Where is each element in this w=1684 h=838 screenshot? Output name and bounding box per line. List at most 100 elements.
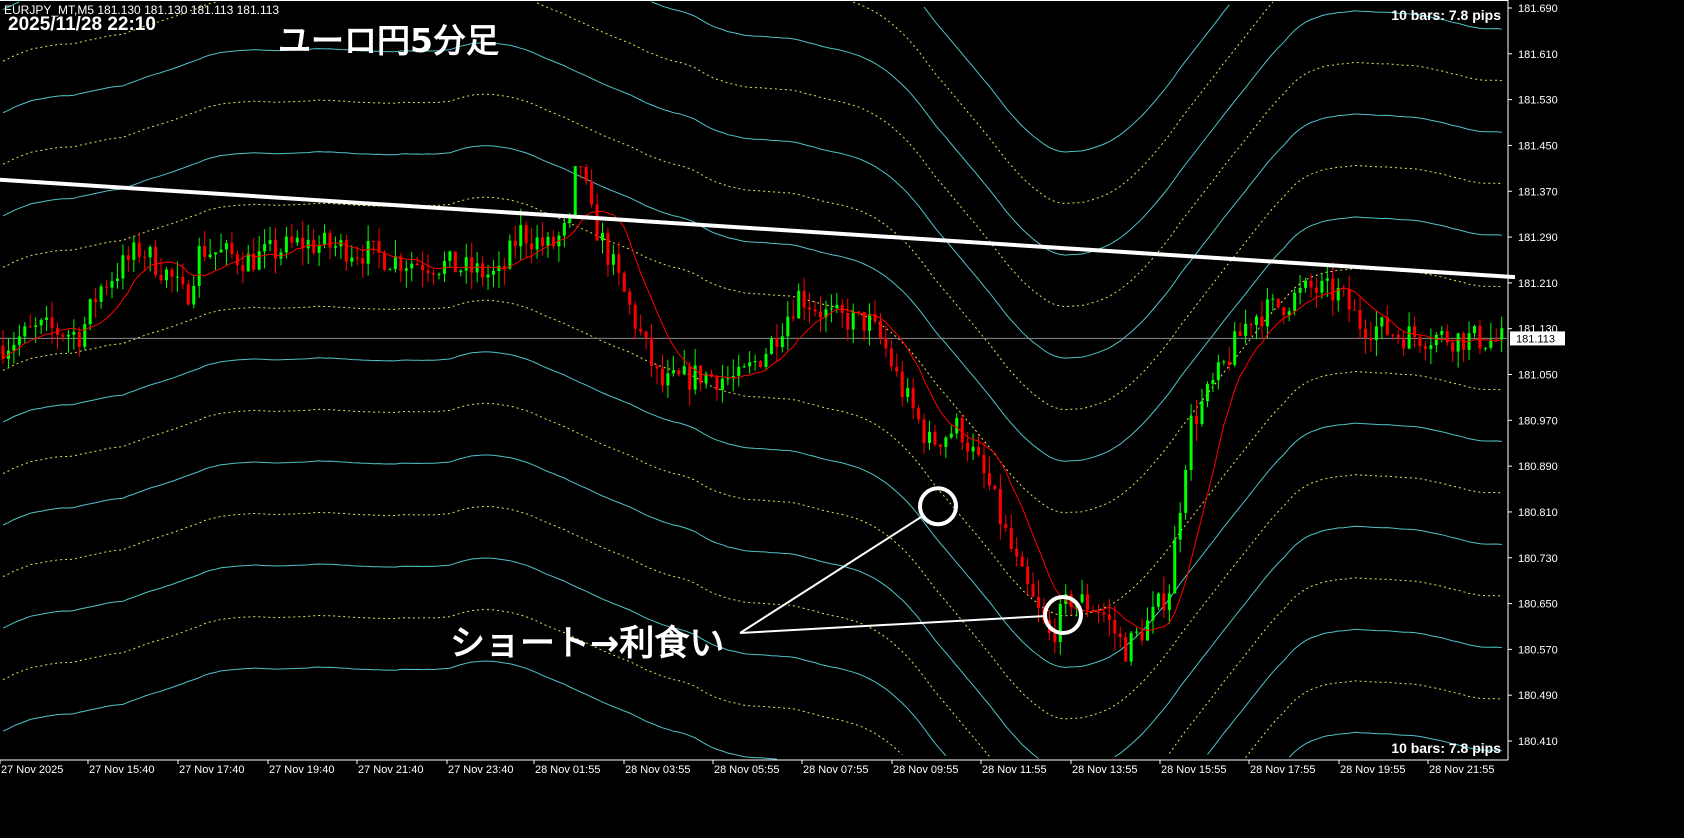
- candle: [933, 425, 937, 447]
- candle-body: [802, 290, 806, 308]
- y-tick-label: 180.410: [1518, 736, 1558, 748]
- candle-body: [137, 242, 141, 257]
- candle-body: [1423, 346, 1427, 349]
- candle-body: [1331, 278, 1335, 301]
- candle: [742, 363, 746, 368]
- candle-body: [835, 304, 839, 309]
- candle-body: [878, 320, 882, 338]
- envelope-band-dotted: [2, 196, 1502, 514]
- candle: [786, 301, 790, 351]
- candle-body: [323, 232, 327, 245]
- candle: [1489, 322, 1493, 351]
- candle-body: [666, 373, 670, 386]
- candle: [797, 283, 801, 319]
- candle-body: [1396, 334, 1400, 338]
- candle-body: [121, 255, 125, 279]
- x-tick-label: 28 Nov 05:55: [714, 764, 779, 776]
- candle-body: [1298, 287, 1302, 293]
- candle-body: [105, 286, 109, 288]
- candle: [197, 237, 201, 298]
- candle: [998, 474, 1002, 540]
- envelope-band-dotted: [1245, 680, 1502, 759]
- candle-body: [1391, 334, 1395, 336]
- candle: [399, 252, 403, 283]
- candle-body: [1429, 345, 1433, 349]
- candle-body: [780, 336, 784, 348]
- candle: [1271, 293, 1275, 311]
- candle: [1483, 347, 1487, 352]
- candle-body: [900, 371, 904, 398]
- candle-body: [977, 446, 981, 455]
- y-tick-label: 181.450: [1518, 140, 1558, 152]
- candle: [115, 262, 119, 289]
- candle-body: [1091, 609, 1095, 612]
- candle: [955, 413, 959, 439]
- candle: [862, 311, 866, 341]
- candle: [257, 235, 261, 271]
- candle-body: [481, 263, 485, 278]
- candle: [524, 220, 528, 258]
- candle-body: [224, 243, 228, 250]
- candle-body: [938, 444, 942, 447]
- candle: [464, 243, 468, 284]
- candle: [530, 227, 534, 264]
- candle-body: [214, 252, 218, 255]
- candle-body: [1135, 631, 1139, 633]
- candle: [1255, 314, 1258, 340]
- current-price-tag: [1510, 331, 1565, 346]
- candle-body: [1080, 594, 1084, 603]
- candle: [1189, 404, 1193, 481]
- candle: [486, 264, 490, 290]
- candle: [12, 331, 16, 364]
- candle-body: [230, 243, 234, 255]
- y-tick-label: 180.650: [1518, 599, 1558, 611]
- envelope-band-dotted: [2, 506, 990, 757]
- candle-body: [110, 281, 114, 288]
- candle-body: [459, 270, 463, 273]
- candle: [688, 361, 692, 406]
- candle: [432, 269, 436, 286]
- envelope-band-dotted: [536, 2, 1502, 308]
- candle: [17, 324, 21, 356]
- candle: [56, 322, 59, 350]
- candle: [350, 245, 354, 267]
- candle-body: [917, 408, 921, 420]
- candle-body: [1086, 594, 1090, 610]
- candle: [1031, 572, 1035, 598]
- candle: [622, 271, 626, 293]
- candle: [1, 330, 5, 364]
- candle-body: [851, 311, 855, 330]
- candle-body: [470, 257, 474, 273]
- candle: [6, 338, 10, 369]
- candle-body: [1500, 328, 1504, 340]
- candle-body: [72, 331, 76, 335]
- candle-body: [1385, 317, 1389, 335]
- x-tick-label: 28 Nov 13:55: [1072, 764, 1137, 776]
- candle-body: [682, 366, 686, 375]
- candle-body: [688, 366, 692, 390]
- candle: [911, 378, 915, 420]
- current-price-label: 181.113: [1516, 333, 1555, 345]
- candle: [94, 287, 98, 318]
- candle: [1249, 322, 1253, 336]
- candle: [873, 300, 877, 325]
- candle: [1456, 332, 1460, 368]
- candle-body: [421, 265, 425, 271]
- candle-body: [399, 256, 403, 271]
- candle: [922, 413, 926, 454]
- candle: [1440, 326, 1444, 343]
- candle-body: [1167, 593, 1171, 610]
- envelope-band-solid: [2, 454, 1039, 759]
- candle-body: [1293, 292, 1297, 312]
- candle-body: [928, 431, 931, 444]
- candle: [987, 456, 991, 491]
- candle-body: [769, 338, 773, 354]
- y-tick-label: 181.690: [1518, 3, 1558, 15]
- candle-body: [530, 243, 534, 250]
- candle-body: [993, 485, 997, 489]
- candle: [1374, 311, 1378, 356]
- candle: [372, 240, 376, 255]
- candle: [1342, 284, 1346, 297]
- candle-body: [704, 373, 708, 384]
